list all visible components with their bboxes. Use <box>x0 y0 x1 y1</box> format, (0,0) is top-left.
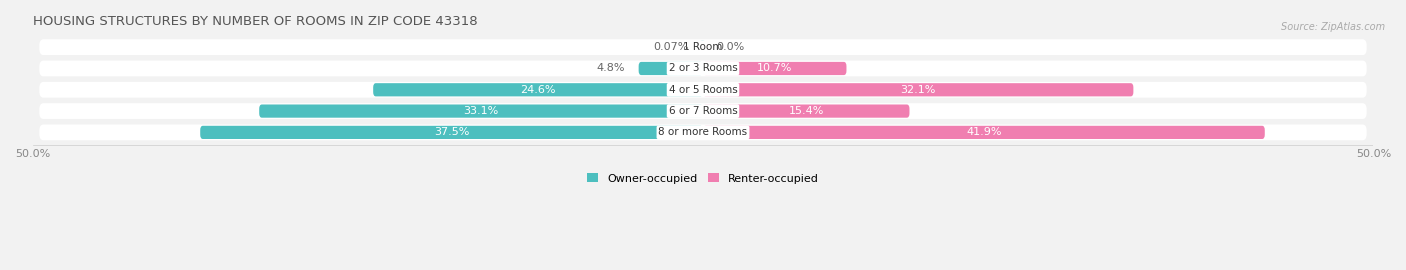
Text: 37.5%: 37.5% <box>434 127 470 137</box>
FancyBboxPatch shape <box>638 62 703 75</box>
FancyBboxPatch shape <box>39 124 1367 140</box>
Text: 0.07%: 0.07% <box>654 42 689 52</box>
Text: 15.4%: 15.4% <box>789 106 824 116</box>
Text: 24.6%: 24.6% <box>520 85 555 95</box>
Text: 4.8%: 4.8% <box>596 63 626 73</box>
FancyBboxPatch shape <box>703 83 1133 96</box>
Text: HOUSING STRUCTURES BY NUMBER OF ROOMS IN ZIP CODE 43318: HOUSING STRUCTURES BY NUMBER OF ROOMS IN… <box>32 15 477 28</box>
FancyBboxPatch shape <box>703 104 910 118</box>
FancyBboxPatch shape <box>373 83 703 96</box>
FancyBboxPatch shape <box>703 62 846 75</box>
FancyBboxPatch shape <box>259 104 703 118</box>
Text: 41.9%: 41.9% <box>966 127 1001 137</box>
Legend: Owner-occupied, Renter-occupied: Owner-occupied, Renter-occupied <box>582 169 824 188</box>
FancyBboxPatch shape <box>700 40 704 54</box>
FancyBboxPatch shape <box>703 126 1265 139</box>
Text: 32.1%: 32.1% <box>900 85 936 95</box>
FancyBboxPatch shape <box>39 103 1367 119</box>
Text: 1 Room: 1 Room <box>683 42 723 52</box>
FancyBboxPatch shape <box>200 126 703 139</box>
FancyBboxPatch shape <box>39 82 1367 98</box>
Text: 33.1%: 33.1% <box>464 106 499 116</box>
Text: 4 or 5 Rooms: 4 or 5 Rooms <box>669 85 737 95</box>
Text: 0.0%: 0.0% <box>717 42 745 52</box>
FancyBboxPatch shape <box>39 60 1367 76</box>
Text: 10.7%: 10.7% <box>756 63 793 73</box>
Text: Source: ZipAtlas.com: Source: ZipAtlas.com <box>1281 22 1385 32</box>
Text: 8 or more Rooms: 8 or more Rooms <box>658 127 748 137</box>
Text: 2 or 3 Rooms: 2 or 3 Rooms <box>669 63 737 73</box>
Text: 6 or 7 Rooms: 6 or 7 Rooms <box>669 106 737 116</box>
FancyBboxPatch shape <box>39 39 1367 55</box>
